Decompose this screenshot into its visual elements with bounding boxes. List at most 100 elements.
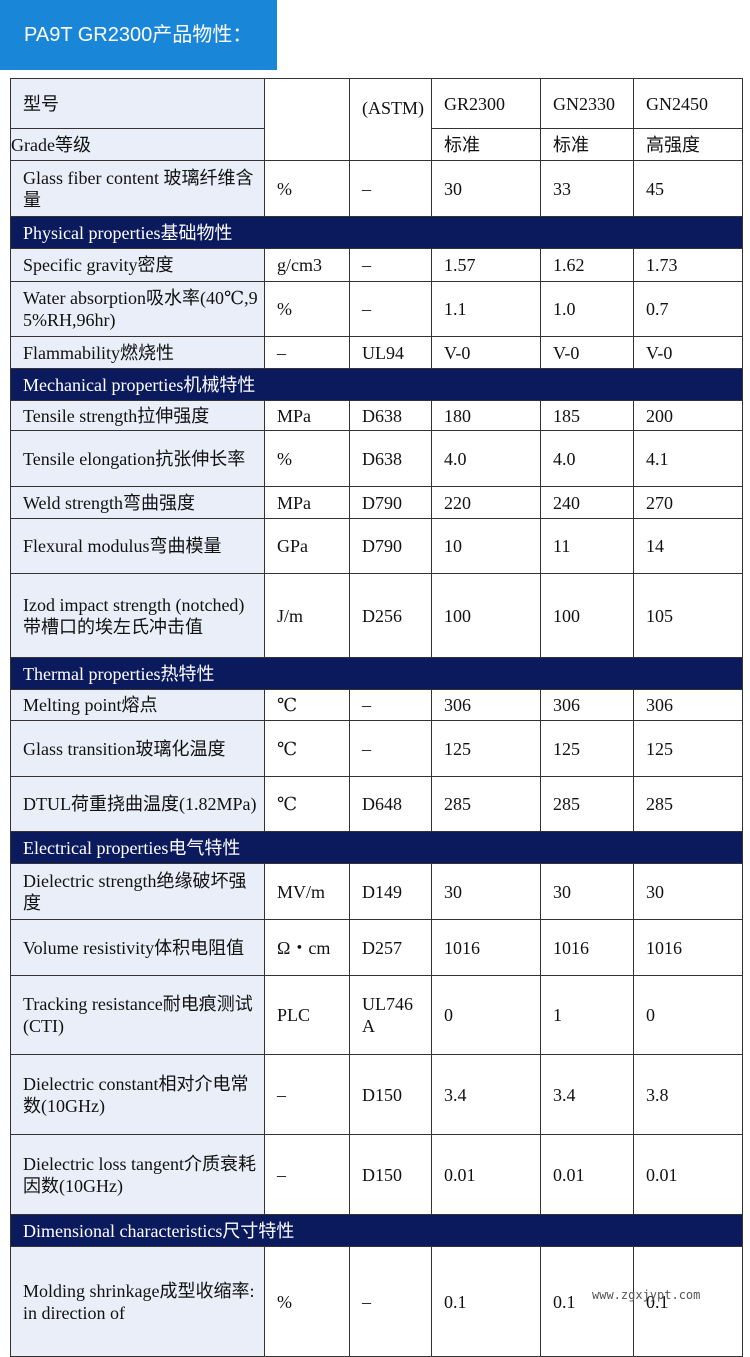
property-name: Flexural modulus弯曲模量 bbox=[10, 518, 265, 574]
cell: D150 bbox=[349, 1054, 432, 1135]
property-name: Melting point熔点 bbox=[10, 689, 265, 721]
property-name: Water absorption吸水率(40℃,95%RH,96hr) bbox=[10, 281, 265, 337]
cell: 4.0 bbox=[540, 430, 634, 487]
cell: 270 bbox=[633, 486, 743, 519]
cell: – bbox=[349, 160, 432, 217]
cell: 0 bbox=[431, 975, 541, 1055]
section-row: Dimensional characteristics尺寸特性 bbox=[10, 1214, 743, 1247]
section-title: Dimensional characteristics尺寸特性 bbox=[10, 1214, 743, 1247]
cell: – bbox=[349, 1246, 432, 1357]
property-name: Dielectric loss tangent介质衰耗因数(10GHz) bbox=[10, 1134, 265, 1215]
cell: % bbox=[264, 1246, 350, 1357]
cell: 4.1 bbox=[633, 430, 743, 487]
cell: – bbox=[349, 281, 432, 337]
property-name: Tensile elongation抗张伸长率 bbox=[10, 430, 265, 487]
cell: Ω・cm bbox=[264, 919, 350, 976]
cell: 240 bbox=[540, 486, 634, 519]
cell: 125 bbox=[540, 720, 634, 777]
data-row: Tensile elongation抗张伸长率% D638 4.0 4.0 4.1 bbox=[10, 430, 743, 487]
section-title: Electrical properties电气特性 bbox=[10, 831, 743, 864]
cell: 180 bbox=[431, 400, 541, 431]
section-title: Physical properties基础物性 bbox=[10, 216, 743, 249]
data-row: Dielectric strength绝缘破坏强度 MV/m D149 30 30 30 bbox=[10, 863, 743, 920]
cell: MPa bbox=[264, 400, 350, 431]
cell: – bbox=[264, 1054, 350, 1135]
property-table: 型号 (ASTM) GR2300 GN2330 GN2450 Grade等级 标准 标准 高强度… bbox=[10, 78, 743, 1357]
data-row: Melting point熔点 ℃ –306 306 306 bbox=[10, 689, 743, 721]
property-name: DTUL荷重挠曲温度(1.82MPa) bbox=[10, 776, 265, 832]
cell: 0.7 bbox=[633, 281, 743, 337]
section-title: Mechanical properties机械特性 bbox=[10, 368, 743, 401]
cell: 1.1 bbox=[431, 281, 541, 337]
section-row: Electrical properties电气特性 bbox=[10, 831, 743, 864]
cell: 1.62 bbox=[540, 248, 634, 282]
cell: 10 bbox=[431, 518, 541, 574]
cell: 0.01 bbox=[633, 1134, 743, 1215]
watermark: www.zgxjypt.com bbox=[592, 1288, 701, 1302]
cell: 100 bbox=[540, 573, 634, 658]
cell: 11 bbox=[540, 518, 634, 574]
cell: ℃ bbox=[264, 720, 350, 777]
data-row: Glass fiber content 玻璃纤维含量% –30 33 45 bbox=[10, 160, 743, 217]
property-name: Dielectric strength绝缘破坏强度 bbox=[10, 863, 265, 920]
cell: UL746A bbox=[349, 975, 432, 1055]
data-row: Flexural modulus弯曲模量 GPa D790 10 11 14 bbox=[10, 518, 743, 574]
property-name: Molding shrinkage成型收缩率:in direction of bbox=[10, 1246, 265, 1357]
cell: 45 bbox=[633, 160, 743, 217]
model-label: 型号 bbox=[10, 78, 265, 129]
cell: – bbox=[349, 720, 432, 777]
cell: V-0 bbox=[633, 336, 743, 369]
section-row: Physical properties基础物性 bbox=[10, 216, 743, 249]
cell: 306 bbox=[431, 689, 541, 721]
property-name: Specific gravity密度 bbox=[10, 248, 265, 282]
unit-header bbox=[264, 78, 350, 161]
cell: % bbox=[264, 281, 350, 337]
cell: MPa bbox=[264, 486, 350, 519]
cell: 285 bbox=[431, 776, 541, 832]
property-name: Weld strength弯曲强度 bbox=[10, 486, 265, 519]
cell: – bbox=[349, 248, 432, 282]
cell: D638 bbox=[349, 430, 432, 487]
grade-header: GR2300 bbox=[431, 78, 541, 129]
cell: V-0 bbox=[540, 336, 634, 369]
cell: D790 bbox=[349, 486, 432, 519]
cell: 3.4 bbox=[540, 1054, 634, 1135]
cell: D149 bbox=[349, 863, 432, 920]
cell: 14 bbox=[633, 518, 743, 574]
property-name: Tensile strength拉伸强度 bbox=[10, 400, 265, 431]
cell: D790 bbox=[349, 518, 432, 574]
level-header: 高强度 bbox=[633, 128, 743, 161]
cell: 0.01 bbox=[431, 1134, 541, 1215]
cell: 306 bbox=[540, 689, 634, 721]
cell: 125 bbox=[431, 720, 541, 777]
data-row: DTUL荷重挠曲温度(1.82MPa) ℃ D648 285 285 285 bbox=[10, 776, 743, 832]
data-row: Tensile strength拉伸强度 MPa D638 180 185 200 bbox=[10, 400, 743, 431]
cell: 1.57 bbox=[431, 248, 541, 282]
cell: – bbox=[264, 1134, 350, 1215]
property-name: Izod impact strength (notched)带槽口的埃左氏冲击值 bbox=[10, 573, 265, 658]
cell: 105 bbox=[633, 573, 743, 658]
level-header: 标准 bbox=[540, 128, 634, 161]
grade-label: Grade等级 bbox=[10, 128, 265, 161]
cell: 30 bbox=[431, 160, 541, 217]
cell: 200 bbox=[633, 400, 743, 431]
data-row: Dielectric loss tangent介质衰耗因数(10GHz) – D15… bbox=[10, 1134, 743, 1215]
cell: J/m bbox=[264, 573, 350, 658]
data-row: Izod impact strength (notched)带槽口的埃左氏冲击值… bbox=[10, 573, 743, 658]
cell: 100 bbox=[431, 573, 541, 658]
cell: 0.1 bbox=[431, 1246, 541, 1357]
section-row: Thermal properties热特性 bbox=[10, 657, 743, 690]
data-row: Specific gravity密度 g/cm3–1.57 1.62 1.73 bbox=[10, 248, 743, 282]
cell: 30 bbox=[633, 863, 743, 920]
data-row: Volume resistivity体积电阻值 Ω・cm D257 1016 1016 1… bbox=[10, 919, 743, 976]
cell: 30 bbox=[540, 863, 634, 920]
cell: D638 bbox=[349, 400, 432, 431]
cell: 285 bbox=[633, 776, 743, 832]
cell: % bbox=[264, 160, 350, 217]
cell: 1016 bbox=[633, 919, 743, 976]
cell: ℃ bbox=[264, 689, 350, 721]
header-row: 型号 (ASTM) GR2300 GN2330 GN2450 bbox=[10, 78, 743, 161]
level-header: 标准 bbox=[431, 128, 541, 161]
data-row: Glass transition玻璃化温度 ℃ –125 125 125 bbox=[10, 720, 743, 777]
